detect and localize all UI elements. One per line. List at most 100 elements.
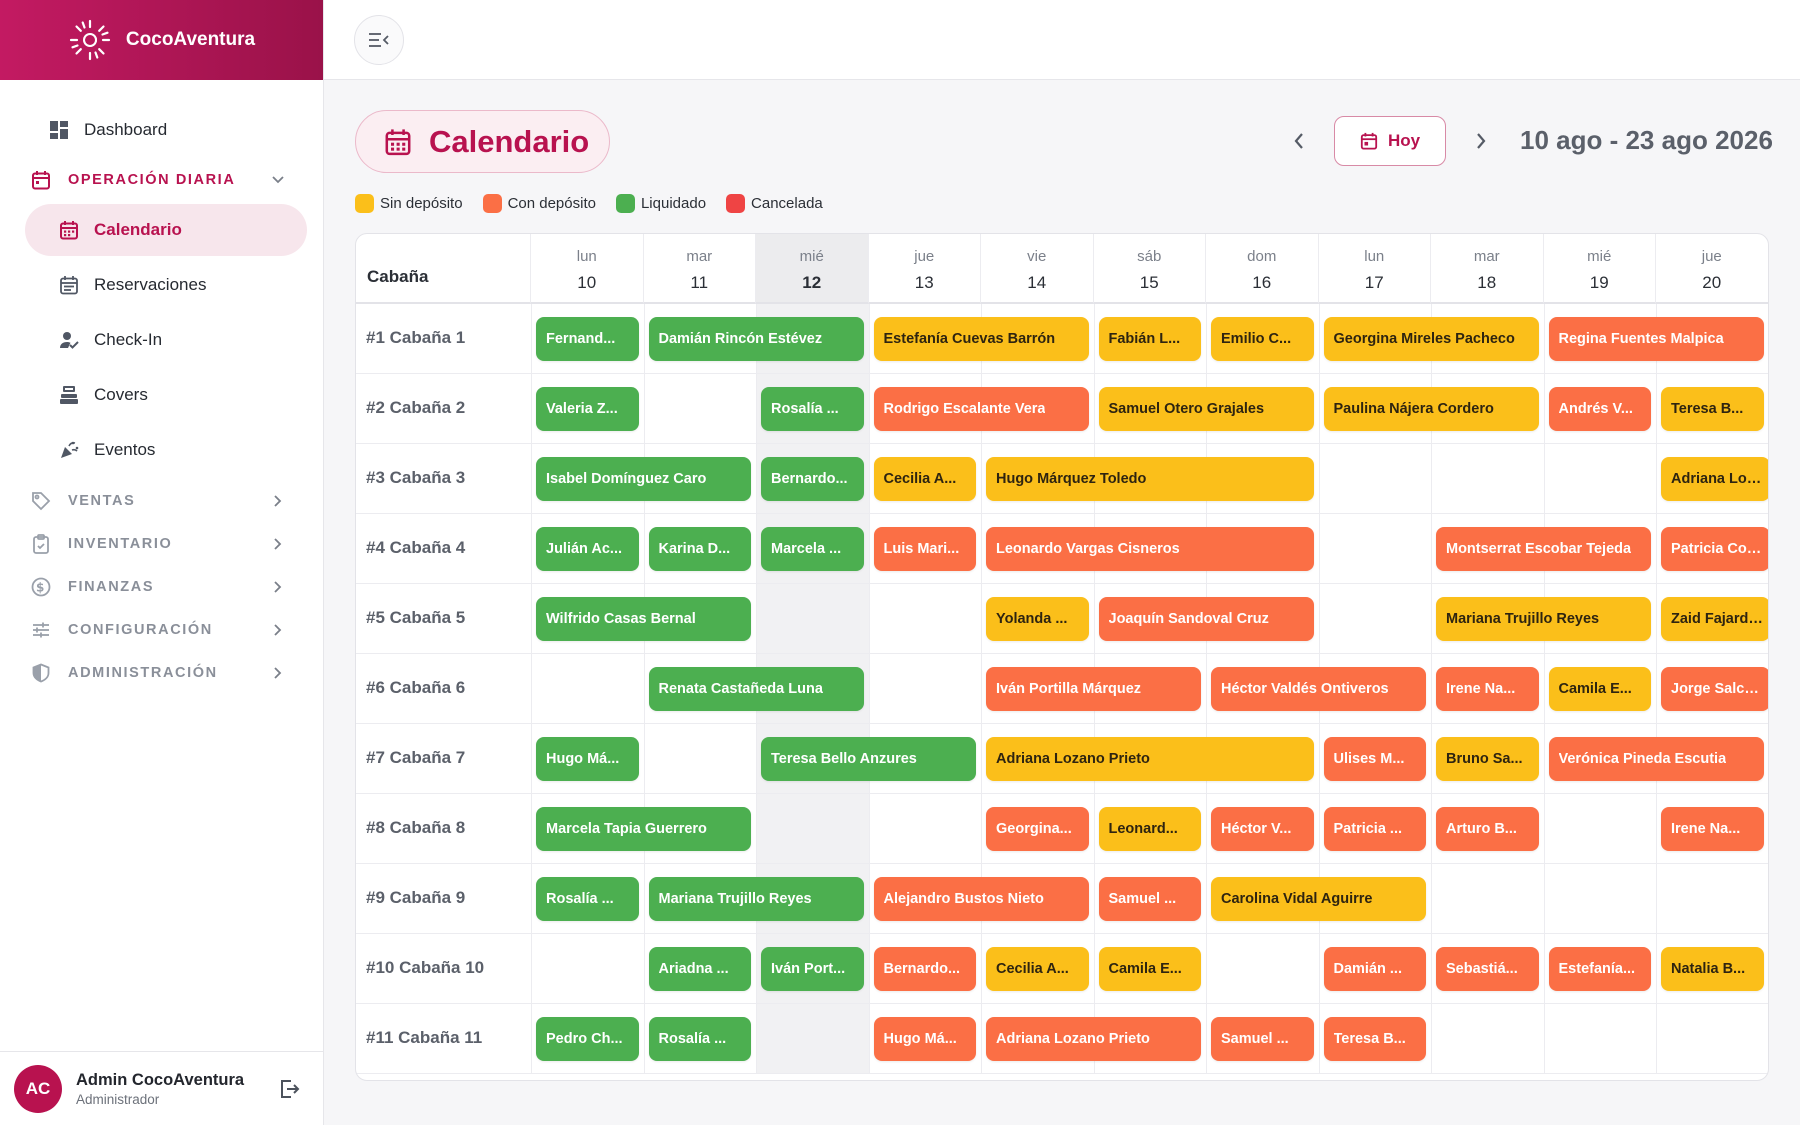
reservation-block[interactable]: Joaquín Sandoval Cruz — [1098, 597, 1314, 641]
reservation-block[interactable]: Verónica Pineda Escutia — [1548, 737, 1764, 781]
reservation-block[interactable]: Fernand... — [536, 317, 639, 361]
reservation-block[interactable]: Georgina Mireles Pacheco — [1323, 317, 1539, 361]
nav-group-ventas[interactable]: VENTAS — [0, 479, 323, 522]
reservation-block[interactable]: Mariana Trujillo Reyes — [648, 877, 864, 921]
nav-eventos[interactable]: Eventos — [25, 424, 307, 476]
reservation-block[interactable]: Iván Port... — [761, 947, 864, 991]
today-button[interactable]: Hoy — [1334, 116, 1446, 166]
reservation-block[interactable]: Samuel Otero Grajales — [1098, 387, 1314, 431]
prev-range-button[interactable] — [1284, 124, 1314, 158]
nav-group-finanzas[interactable]: $ FINANZAS — [0, 565, 323, 608]
reservation-block[interactable]: Iván Portilla Márquez — [986, 667, 1201, 711]
reservation-block[interactable]: Teresa Bello Anzures — [761, 737, 976, 781]
nav-calendario[interactable]: Calendario — [25, 204, 307, 256]
reservation-block[interactable]: Leonard... — [1098, 807, 1201, 851]
reservation-block[interactable]: Carolina Vidal Aguirre — [1211, 877, 1426, 921]
reservation-block[interactable]: Teresa B... — [1661, 387, 1764, 431]
cabana-label[interactable]: #1 Cabaña 1 — [366, 328, 466, 347]
cabana-label[interactable]: #11 Cabaña 11 — [366, 1028, 483, 1047]
reservation-block[interactable]: Rosalía ... — [648, 1017, 751, 1061]
reservation-block[interactable]: Adriana Lozano Prieto — [986, 737, 1314, 781]
reservation-block[interactable]: Julián Ac... — [536, 527, 639, 571]
reservation-block[interactable]: Pedro Ch... — [536, 1017, 639, 1061]
cabana-label[interactable]: #9 Cabaña 9 — [366, 888, 466, 907]
reservation-block[interactable]: Alejandro Bustos Nieto — [873, 877, 1089, 921]
reservation-block[interactable]: Irene Na... — [1661, 807, 1764, 851]
reservation-block[interactable]: Cecilia A... — [873, 457, 976, 501]
reservation-block[interactable]: Ulises M... — [1323, 737, 1426, 781]
reservation-block[interactable]: Samuel ... — [1098, 877, 1201, 921]
reservation-block[interactable]: Marcela ... — [761, 527, 864, 571]
reservation-block[interactable]: Georgina... — [986, 807, 1089, 851]
reservation-block[interactable]: Hugo Má... — [536, 737, 639, 781]
reservation-block[interactable]: Bernardo... — [873, 947, 976, 991]
reservation-block[interactable]: Marcela Tapia Guerrero — [536, 807, 751, 851]
nav-group-operacion-diaria[interactable]: OPERACIÓN DIARIA — [0, 158, 323, 201]
reservation-block[interactable]: Patricia ... — [1323, 807, 1426, 851]
nav-reservaciones[interactable]: Reservaciones — [25, 259, 307, 311]
reservation-block[interactable]: Isabel Domínguez Caro — [536, 457, 751, 501]
reservation-block[interactable]: Andrés V... — [1548, 387, 1651, 431]
reservation-block[interactable]: Montserrat Escobar Tejeda — [1436, 527, 1651, 571]
reservation-block[interactable]: Damián Rincón Estévez — [648, 317, 864, 361]
cabana-label[interactable]: #5 Cabaña 5 — [366, 608, 466, 627]
reservation-block[interactable]: Bernardo... — [761, 457, 864, 501]
reservation-block[interactable]: Emilio C... — [1211, 317, 1314, 361]
next-range-button[interactable] — [1466, 124, 1496, 158]
nav-covers[interactable]: Covers — [25, 369, 307, 421]
cabana-label[interactable]: #10 Cabaña 10 — [366, 958, 485, 977]
reservation-block[interactable]: Damián ... — [1323, 947, 1426, 991]
reservation-block[interactable]: Jorge Salcedo — [1661, 667, 1768, 711]
cabana-label[interactable]: #7 Cabaña 7 — [366, 748, 466, 767]
nav-dashboard[interactable]: Dashboard — [0, 102, 323, 158]
reservation-block[interactable]: Camila E... — [1548, 667, 1651, 711]
reservation-block[interactable]: Ariadna ... — [648, 947, 751, 991]
reservation-block[interactable]: Mariana Trujillo Reyes — [1436, 597, 1651, 641]
reservation-block[interactable]: Karina D... — [648, 527, 751, 571]
reservation-block[interactable]: Bruno Sa... — [1436, 737, 1539, 781]
reservation-block[interactable]: Sebastiá... — [1436, 947, 1539, 991]
collapse-sidebar-button[interactable] — [354, 15, 404, 65]
avatar[interactable]: AC — [14, 1064, 62, 1113]
reservation-block[interactable]: Camila E... — [1098, 947, 1201, 991]
reservation-block[interactable]: Cecilia A... — [986, 947, 1089, 991]
reservation-block[interactable]: Regina Fuentes Malpica — [1548, 317, 1764, 361]
reservation-block[interactable]: Estefanía Cuevas Barrón — [873, 317, 1089, 361]
reservation-block[interactable]: Adriana Lozano — [1661, 457, 1768, 501]
reservation-block[interactable]: Estefanía... — [1548, 947, 1651, 991]
reservation-block[interactable]: Paulina Nájera Cordero — [1323, 387, 1539, 431]
reservation-block[interactable]: Rodrigo Escalante Vera — [873, 387, 1089, 431]
cabana-label[interactable]: #8 Cabaña 8 — [366, 818, 466, 837]
nav-checkin[interactable]: Check-In — [25, 314, 307, 366]
reservation-block[interactable]: Valeria Z... — [536, 387, 639, 431]
reservation-block[interactable]: Adriana Lozano Prieto — [986, 1017, 1201, 1061]
cabana-label[interactable]: #2 Cabaña 2 — [366, 398, 466, 417]
reservation-block[interactable]: Rosalía ... — [536, 877, 639, 921]
cabana-label[interactable]: #4 Cabaña 4 — [366, 538, 466, 557]
reservation-block[interactable]: Hugo Márquez Toledo — [986, 457, 1314, 501]
reservation-block[interactable]: Patricia Cordero — [1661, 527, 1768, 571]
reservation-block[interactable]: Arturo B... — [1436, 807, 1539, 851]
reservation-block[interactable]: Héctor Valdés Ontiveros — [1211, 667, 1426, 711]
logout-icon[interactable] — [277, 1077, 301, 1101]
reservation-block[interactable]: Natalia B... — [1661, 947, 1764, 991]
cabana-label[interactable]: #6 Cabaña 6 — [366, 678, 466, 697]
nav-group-configuracion[interactable]: CONFIGURACIÓN — [0, 608, 323, 651]
nav-group-inventario[interactable]: INVENTARIO — [0, 522, 323, 565]
cabana-label[interactable]: #3 Cabaña 3 — [366, 468, 466, 487]
grid-row-line — [356, 513, 1768, 514]
reservation-block[interactable]: Samuel ... — [1211, 1017, 1314, 1061]
reservation-block[interactable]: Héctor V... — [1211, 807, 1314, 851]
nav-group-administracion[interactable]: ADMINISTRACIÓN — [0, 651, 323, 694]
reservation-block[interactable]: Leonardo Vargas Cisneros — [986, 527, 1314, 571]
reservation-block[interactable]: Fabián L... — [1098, 317, 1201, 361]
reservation-block[interactable]: Renata Castañeda Luna — [648, 667, 864, 711]
reservation-block[interactable]: Luis Mari... — [873, 527, 976, 571]
reservation-block[interactable]: Yolanda ... — [986, 597, 1089, 641]
reservation-block[interactable]: Hugo Má... — [873, 1017, 976, 1061]
reservation-block[interactable]: Irene Na... — [1436, 667, 1539, 711]
reservation-block[interactable]: Zaid Fajardo N — [1661, 597, 1768, 641]
reservation-block[interactable]: Rosalía ... — [761, 387, 864, 431]
reservation-block[interactable]: Wilfrido Casas Bernal — [536, 597, 751, 641]
reservation-block[interactable]: Teresa B... — [1323, 1017, 1426, 1061]
